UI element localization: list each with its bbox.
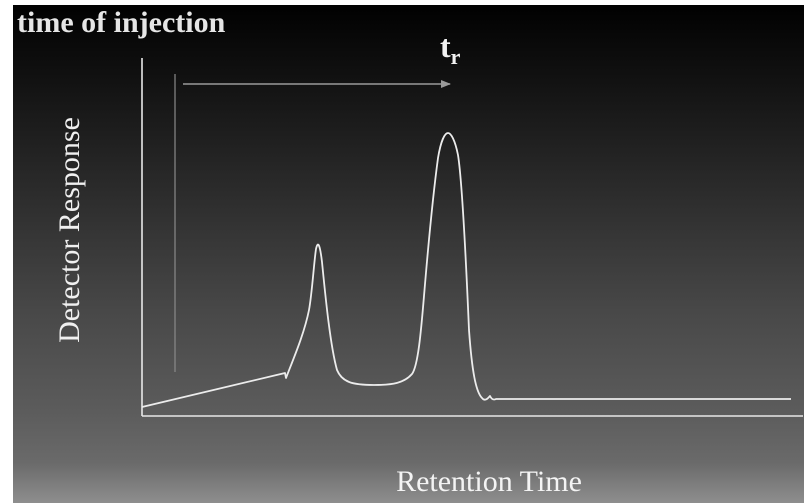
top-margin-strip bbox=[0, 0, 804, 5]
retention-time-symbol: tr bbox=[440, 26, 460, 77]
left-margin-strip bbox=[0, 0, 13, 503]
retention-time-symbol-main: t bbox=[440, 28, 451, 64]
time-of-injection-label: time of injection bbox=[17, 6, 226, 39]
retention-time-symbol-subscript: r bbox=[450, 44, 461, 69]
y-axis-label: Detector Response bbox=[53, 117, 86, 343]
chromatogram-trace bbox=[141, 132, 791, 408]
x-axis-label: Retention Time bbox=[396, 465, 582, 498]
